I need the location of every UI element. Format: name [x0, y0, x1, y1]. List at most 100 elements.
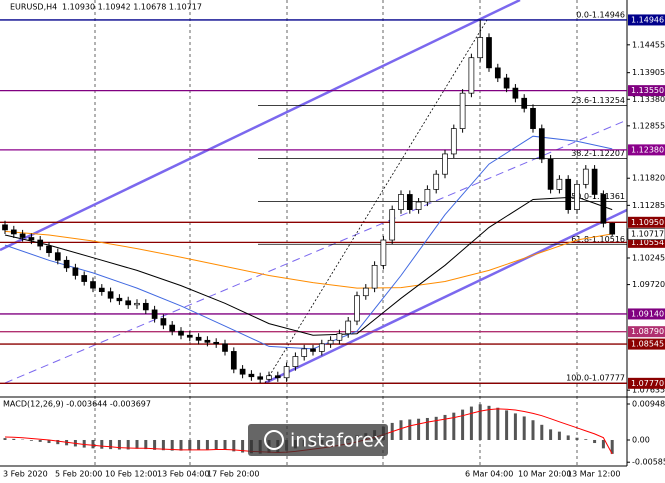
last-price-box — [627, 228, 665, 240]
macd-bar — [443, 414, 447, 440]
moving-average — [4, 196, 613, 336]
y-tick-label: 1.12855 — [632, 121, 665, 130]
level-box — [628, 377, 665, 389]
macd-bar — [513, 413, 517, 440]
x-tick-label: 10 Mar 20:00 — [518, 470, 571, 479]
candle-body — [28, 237, 35, 241]
candle-body — [503, 77, 510, 89]
candle-body — [90, 281, 96, 289]
candle-body — [283, 366, 290, 379]
candle-body — [213, 341, 220, 345]
macd-bar — [487, 405, 491, 440]
level-label: 1.13550 — [631, 86, 664, 95]
x-tick-label: 17 Feb 20:00 — [207, 470, 259, 479]
macd-bar — [425, 417, 429, 440]
candle-body — [318, 343, 325, 352]
macd-bar — [109, 439, 113, 450]
candle-body — [257, 376, 264, 380]
candle-body — [81, 275, 88, 282]
fib-label: 61.8-1.10516 — [571, 235, 625, 244]
candle-body — [195, 336, 202, 341]
candle-body — [371, 264, 378, 289]
macd-bar — [478, 404, 482, 440]
candle-body — [72, 267, 79, 276]
x-tick-label: 5 Feb 20:00 — [55, 470, 102, 479]
candle-body — [486, 37, 492, 69]
candle-body — [468, 57, 475, 94]
macd-bar — [126, 439, 130, 450]
candle-body — [204, 339, 211, 343]
candle-body — [512, 87, 519, 99]
candle-body — [398, 194, 404, 210]
macd-bar — [417, 418, 421, 440]
macd-bar — [56, 439, 60, 445]
macd-bar — [232, 439, 236, 452]
level-label: 1.08790 — [631, 327, 664, 336]
candle-body — [222, 343, 228, 352]
macd-bar — [540, 424, 544, 440]
level-box — [628, 85, 665, 97]
candle-body — [380, 239, 387, 266]
candle-body — [565, 178, 572, 210]
macd-bar — [584, 439, 588, 440]
candle-body — [248, 373, 255, 378]
last-price-label: 1.10717 — [631, 230, 664, 239]
macd-bar — [593, 439, 597, 444]
level-box — [628, 338, 665, 350]
quote: 1.10930 1.10942 1.10678 1.10717 — [62, 3, 202, 12]
macd-bar — [29, 439, 33, 441]
candle-body — [362, 287, 369, 297]
candle-body — [2, 224, 8, 231]
candle-body — [160, 318, 167, 326]
fib-label: 38.2-1.12207 — [571, 149, 625, 158]
y-tick-label: 1.11820 — [632, 174, 665, 183]
fib-label: 23.6-1.13254 — [571, 96, 625, 105]
candle-body — [336, 333, 343, 341]
macd-y-tick-label: 0.00 — [632, 435, 650, 444]
level-label: 1.12380 — [631, 145, 664, 154]
macd-bar — [47, 439, 51, 444]
candle-body — [46, 245, 52, 254]
macd-bar — [461, 409, 465, 440]
candle-body — [389, 209, 396, 241]
candle-body — [459, 92, 466, 129]
x-tick-label: 13 Mar 12:00 — [567, 470, 620, 479]
candle-body — [538, 128, 545, 160]
y-tick-label: 1.07635 — [632, 386, 665, 395]
candle-body — [556, 178, 563, 190]
candle-body — [574, 183, 580, 210]
macd-y-tick-label: 0.00948 — [632, 399, 665, 408]
macd-bar — [557, 431, 561, 440]
macd-bar — [205, 439, 209, 450]
macd-bar — [469, 406, 473, 440]
macd-bar — [135, 439, 139, 449]
x-tick-label: 13 Feb 04:00 — [157, 470, 209, 479]
y-tick-label: 1.11285 — [632, 201, 665, 210]
macd-bar — [117, 439, 121, 450]
level-label: 1.09140 — [631, 309, 664, 318]
level-box — [628, 326, 665, 338]
candle-body — [477, 37, 484, 59]
level-box — [628, 144, 665, 156]
macd-bar — [496, 407, 500, 440]
level-label: 1.07770 — [631, 379, 664, 388]
candle-body — [530, 108, 536, 129]
moving-average — [4, 230, 613, 289]
level-box — [628, 236, 665, 248]
symbol-title: EURUSD,H4 — [10, 3, 57, 12]
macd-bar — [408, 419, 412, 440]
macd-bar — [223, 439, 227, 450]
level-box — [628, 14, 665, 26]
candle-body — [292, 356, 299, 367]
candle-body — [134, 302, 140, 306]
macd-bar — [549, 429, 553, 440]
candle-body — [354, 295, 360, 322]
candle-body — [547, 158, 554, 190]
fib-label: 100.0-1.07777 — [566, 373, 625, 382]
macd-bar — [566, 435, 570, 440]
candle-body — [310, 348, 316, 352]
macd-bar — [100, 439, 104, 449]
macd-bar — [575, 437, 579, 440]
